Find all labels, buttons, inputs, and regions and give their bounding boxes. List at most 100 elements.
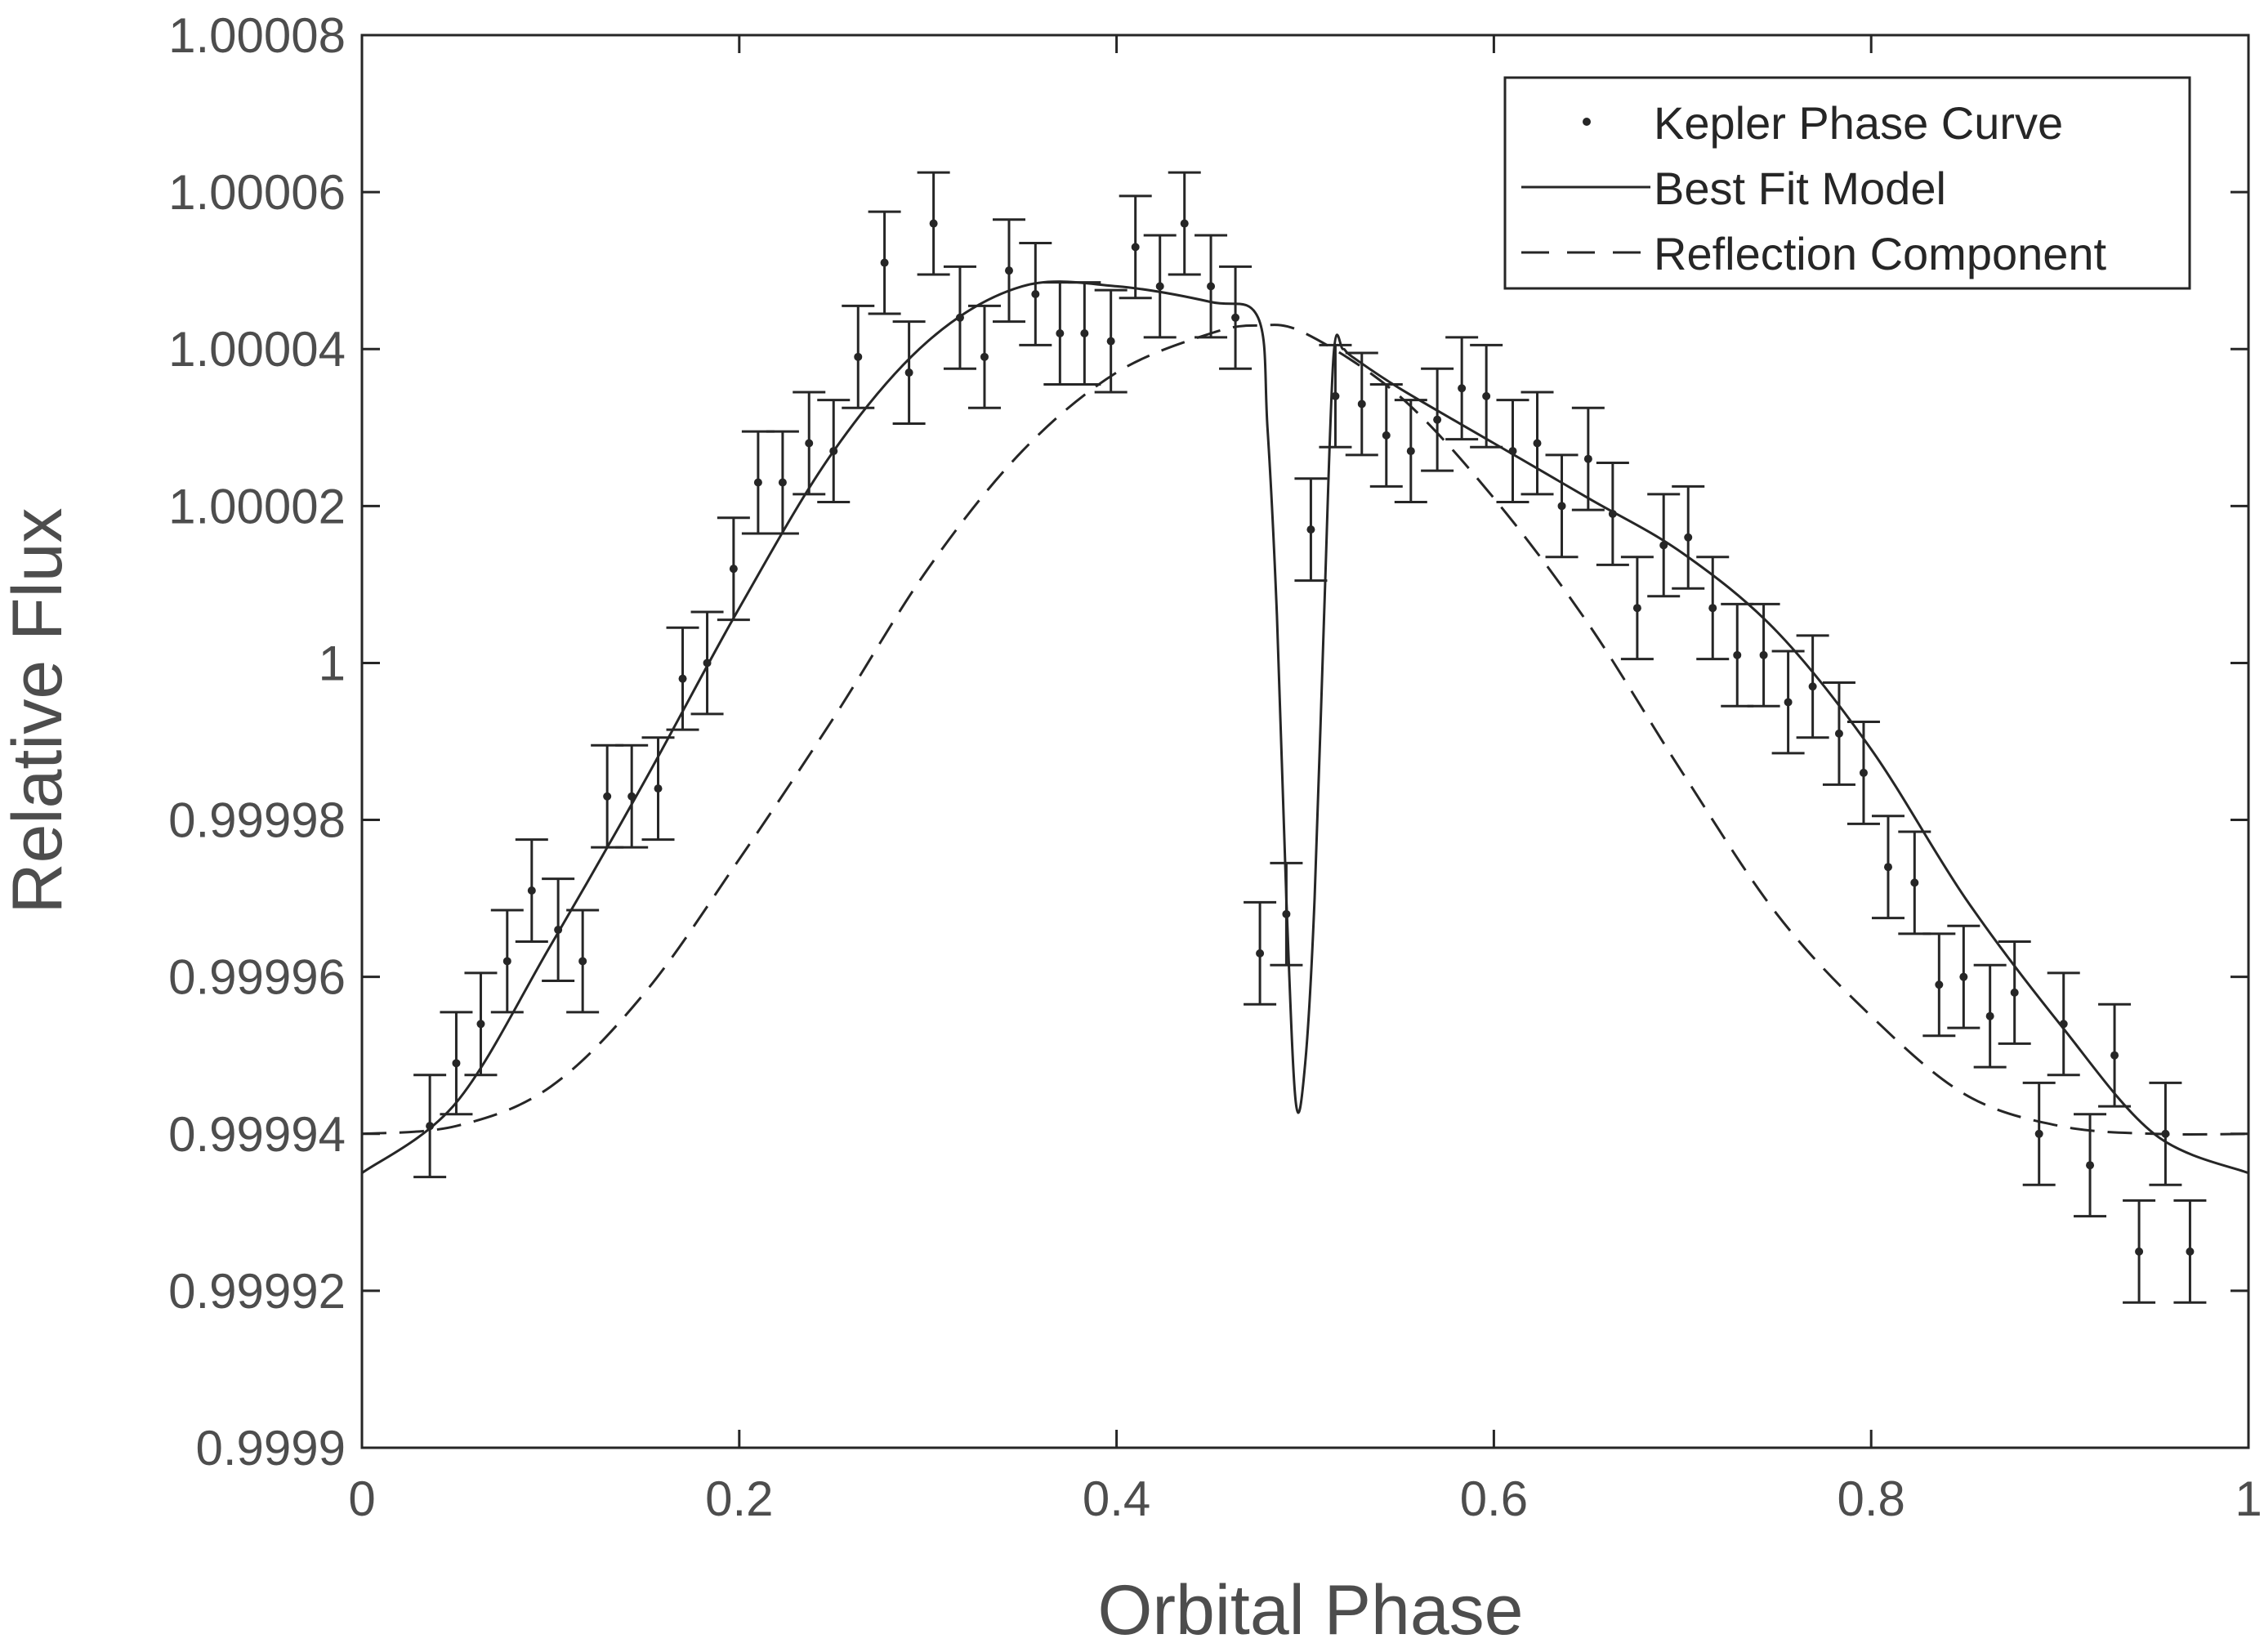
data-point: [527, 886, 536, 895]
data-point: [2135, 1247, 2144, 1256]
data-point: [1306, 525, 1315, 534]
data-point: [1031, 289, 1040, 298]
data-point: [2034, 1129, 2043, 1138]
data-point: [452, 1059, 461, 1068]
data-point: [1231, 313, 1240, 322]
data-point: [980, 352, 989, 361]
data-point: [1256, 949, 1265, 958]
data-point: [1433, 415, 1442, 424]
axes-frame: [360, 33, 2250, 1449]
y-tick-label: 1.00008: [168, 8, 346, 63]
reflection-component-line: [362, 324, 2248, 1136]
data-point: [1684, 533, 1693, 542]
legend: Kepler Phase Curve Best Fit Model Reflecti…: [1503, 76, 2191, 290]
data-point: [603, 792, 612, 801]
data-point: [1708, 604, 1717, 613]
data-point: [703, 659, 712, 667]
data-point: [2086, 1161, 2095, 1170]
data-point: [1784, 698, 1793, 707]
data-point: [1859, 768, 1868, 777]
data-point: [753, 478, 762, 487]
data-point: [955, 313, 964, 322]
data-point: [1808, 682, 1817, 691]
plot-area: [362, 171, 2248, 1304]
data-point: [1935, 980, 1944, 989]
data-point: [1357, 400, 1366, 409]
x-tick-label: 0.2: [705, 1471, 773, 1526]
data-point: [854, 352, 863, 361]
data-point: [1883, 863, 1892, 872]
data-point: [502, 957, 511, 966]
data-point: [1583, 454, 1592, 463]
legend-entry-label: Reflection Component: [1654, 228, 2107, 279]
x-tick-label: 0.4: [1083, 1471, 1150, 1526]
data-point: [554, 926, 563, 935]
data-point: [1733, 650, 1742, 659]
data-point: [1382, 431, 1391, 440]
data-point: [880, 258, 889, 267]
data-point: [1056, 329, 1065, 338]
data-point: [1508, 447, 1517, 456]
data-point: [426, 1122, 435, 1131]
data-point: [2161, 1129, 2170, 1138]
data-point: [1959, 972, 1968, 981]
data-point: [476, 1020, 485, 1029]
data-point: [904, 368, 913, 377]
x-tick-label: 1: [2235, 1471, 2262, 1526]
data-point: [1482, 391, 1491, 400]
y-tick-label: 0.99998: [168, 793, 346, 848]
data-point: [1458, 384, 1467, 393]
x-tick-label: 0: [348, 1471, 375, 1526]
data-point: [1406, 447, 1415, 456]
x-tick-label: 0.8: [1837, 1471, 1905, 1526]
data-point: [778, 478, 787, 487]
y-tick-label: 1.00006: [168, 165, 346, 220]
data-point: [2059, 1020, 2068, 1029]
data-point: [1834, 729, 1843, 738]
data-point: [2186, 1247, 2195, 1256]
data-point: [1331, 391, 1340, 400]
y-tick-label: 0.99996: [168, 950, 346, 1005]
data-point: [627, 792, 636, 801]
data-point: [1608, 509, 1617, 518]
data-point: [1155, 282, 1164, 291]
data-point: [1180, 219, 1189, 228]
data-point: [578, 957, 587, 966]
data-point: [1910, 878, 1919, 887]
data-point: [1080, 329, 1089, 338]
legend-entry-label: Best Fit Model: [1654, 163, 1946, 214]
data-point: [1632, 604, 1641, 613]
x-axis-title: Orbital Phase: [1097, 1571, 1523, 1650]
data-point: [2010, 988, 2019, 997]
data-point: [1533, 439, 1542, 448]
data-point: [1004, 266, 1013, 275]
y-tick-label: 0.9999: [195, 1421, 346, 1476]
data-point: [1557, 502, 1566, 511]
data-point: [1759, 650, 1768, 659]
data-point: [1282, 909, 1291, 918]
data-point: [654, 784, 663, 793]
x-tick-label: 0.6: [1460, 1471, 1528, 1526]
data-point: [1207, 282, 1216, 291]
y-tick-label: 1: [319, 636, 346, 690]
legend-marker-point: [1583, 118, 1591, 126]
data-point: [678, 674, 687, 683]
data-point: [1659, 541, 1668, 550]
best-fit-model-line: [362, 280, 2248, 1175]
data-point: [829, 447, 838, 456]
data-point: [1106, 337, 1115, 346]
data-point: [2110, 1051, 2119, 1060]
legend-entry-label: Kepler Phase Curve: [1654, 97, 2063, 149]
data-point: [1131, 243, 1140, 252]
axes: 0 0.2 0.4 0.6 0.8 1 0.9999 0.99992 0.99994 0.9999…: [168, 8, 2262, 1526]
data-point: [729, 565, 738, 574]
y-tick-label: 1.00002: [168, 479, 346, 534]
data-point: [805, 439, 814, 448]
data-point: [929, 219, 938, 228]
y-tick-label: 0.99992: [168, 1264, 346, 1319]
y-tick-label: 0.99994: [168, 1107, 346, 1162]
y-tick-label: 1.00004: [168, 322, 346, 377]
y-axis-title: Relative Flux: [0, 507, 77, 913]
data-point: [1985, 1011, 1994, 1020]
